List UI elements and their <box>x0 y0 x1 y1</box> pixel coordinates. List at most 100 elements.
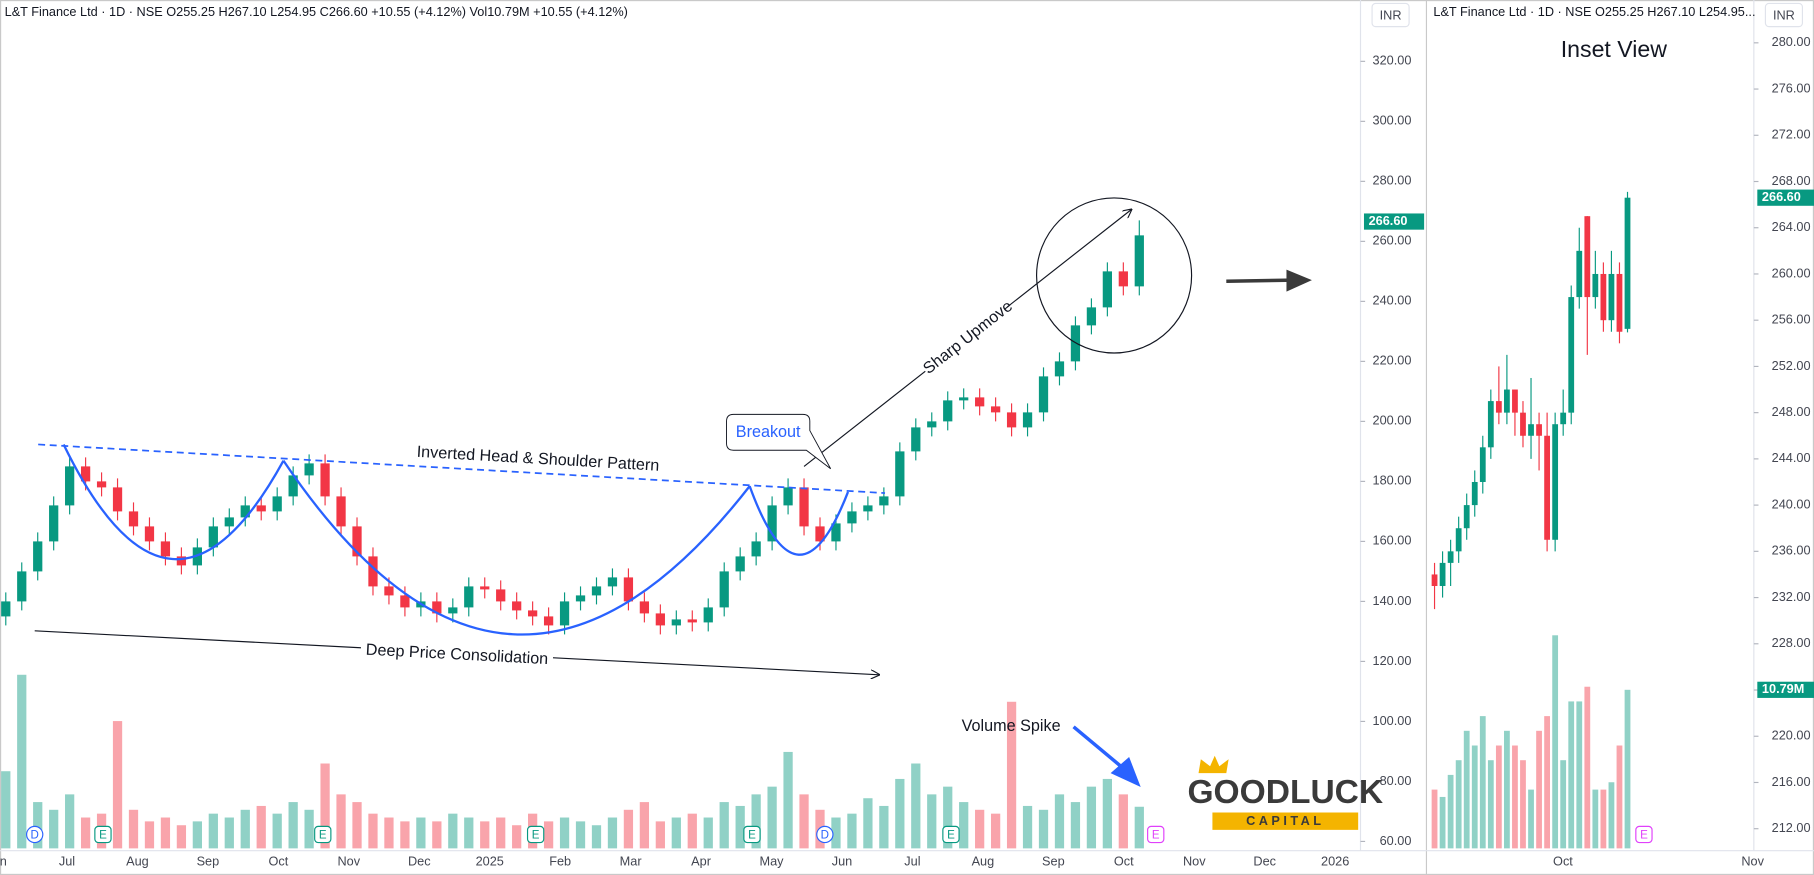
volume-bar <box>1463 730 1470 849</box>
event-marker-label: D <box>31 830 39 842</box>
candle-body <box>1447 551 1454 563</box>
y-tick-label: 320.00 <box>1373 53 1412 68</box>
candle-body <box>1616 273 1623 332</box>
volume-bar <box>65 794 75 849</box>
candle-body <box>1536 424 1542 436</box>
candle-body <box>1528 424 1534 436</box>
y-tick-label: 100.00 <box>1373 713 1412 728</box>
y-tick-label: 236.00 <box>1772 543 1811 558</box>
volume-bar <box>1487 760 1494 849</box>
volume-bar <box>783 751 793 849</box>
volume-bar <box>33 802 43 849</box>
candle-body <box>448 607 458 614</box>
event-marker <box>526 825 545 844</box>
volume-bar <box>591 825 602 849</box>
volume-bar <box>751 794 761 849</box>
volume-spike-arrow-head <box>1110 756 1141 788</box>
y-tick-label: 260.00 <box>1772 265 1811 280</box>
right-shoulder <box>748 485 850 556</box>
y-tick-label: 212.00 <box>1772 820 1811 835</box>
candle-body <box>1038 376 1049 413</box>
volume-bar <box>1576 701 1583 849</box>
volume-bar <box>1568 701 1575 849</box>
volume-bar <box>1544 716 1550 849</box>
event-marker <box>94 825 112 844</box>
volume-bar <box>1006 701 1017 849</box>
symbol-header: L&T Finance Ltd · 1D · NSE O255.25 H267.… <box>1433 4 1755 19</box>
marks: 320.00 300.00 280.00 260.00 240.00 220.00 200.… <box>0 34 1814 869</box>
candle-body <box>1463 505 1470 529</box>
candle-body <box>1022 412 1033 428</box>
volume-bar <box>1086 786 1097 849</box>
logo-name: GOODLUCK <box>1187 774 1383 811</box>
candle-body <box>815 526 825 542</box>
highlight-circle <box>1035 197 1193 354</box>
x-tick-label: Sep <box>197 854 220 869</box>
candle-body <box>591 586 602 596</box>
candle-body <box>80 466 91 482</box>
volume-bar <box>352 802 362 849</box>
volume-bar <box>1431 789 1438 849</box>
candle-body <box>128 511 139 527</box>
volume-bar <box>432 821 442 849</box>
candle-body <box>847 511 857 524</box>
volume-bar <box>1471 745 1478 849</box>
volume-bar <box>687 813 697 849</box>
event-marker-label: E <box>1152 830 1160 842</box>
last-price-tag <box>1757 189 1814 206</box>
volume-bar <box>1536 730 1542 849</box>
x-tick-label: Aug <box>972 854 995 869</box>
volume-bar <box>320 763 330 849</box>
x-tick-label: Dec <box>1253 854 1276 869</box>
x-tick-label: Jul <box>904 854 920 869</box>
volume-bar <box>1552 635 1559 849</box>
candle-body <box>687 619 697 623</box>
last-volume-tag <box>1757 681 1814 698</box>
y-tick-label: 240.00 <box>1373 293 1412 308</box>
y-tick-label: 180.00 <box>1373 473 1412 488</box>
candle-body <box>751 541 761 557</box>
candle-body <box>160 541 171 557</box>
volume-bar <box>847 813 857 849</box>
event-marker <box>816 825 834 844</box>
candle-body <box>1439 562 1446 587</box>
x-tick-label: Nov <box>337 854 360 869</box>
candle-body <box>911 427 921 452</box>
x-tick-label: Jun <box>0 854 7 869</box>
candle-body <box>1086 307 1097 326</box>
event-marker-label: E <box>947 830 955 842</box>
volume-bar <box>288 802 298 849</box>
volume-bar <box>895 778 905 849</box>
candle-body <box>224 517 234 527</box>
y-tick-label: 216.00 <box>1772 774 1811 789</box>
y-tick-label: 240.00 <box>1772 496 1811 511</box>
candle-body <box>144 526 155 542</box>
candle-body <box>304 463 314 476</box>
candle-body <box>1495 401 1502 413</box>
candle-body <box>559 601 570 626</box>
volume-bar <box>1102 778 1113 849</box>
breakout-callout <box>726 413 832 470</box>
volume-bar <box>799 794 809 849</box>
x-tick-label: Oct <box>1553 854 1573 869</box>
y-tick-label: 268.00 <box>1772 173 1811 188</box>
candle-body <box>1487 401 1494 448</box>
volume-bar <box>1608 782 1615 849</box>
volume-bar <box>1439 796 1446 849</box>
logo-tagline: CAPITAL <box>1246 813 1324 828</box>
x-tick-label: 2026 <box>1321 854 1349 869</box>
label-bg <box>918 298 1015 381</box>
event-marker-label: E <box>99 830 107 842</box>
y-tick-label: 256.00 <box>1772 312 1811 327</box>
volume-bar <box>543 821 554 849</box>
volume-bar <box>623 809 634 849</box>
logo-crown <box>1198 755 1229 774</box>
candle-body <box>65 466 75 506</box>
volume-bar <box>863 798 873 849</box>
candle-body <box>959 397 969 401</box>
volume-bar <box>1447 774 1454 849</box>
candle-body <box>368 556 378 587</box>
volume-bar <box>1504 730 1510 849</box>
volume-bar <box>144 821 155 849</box>
